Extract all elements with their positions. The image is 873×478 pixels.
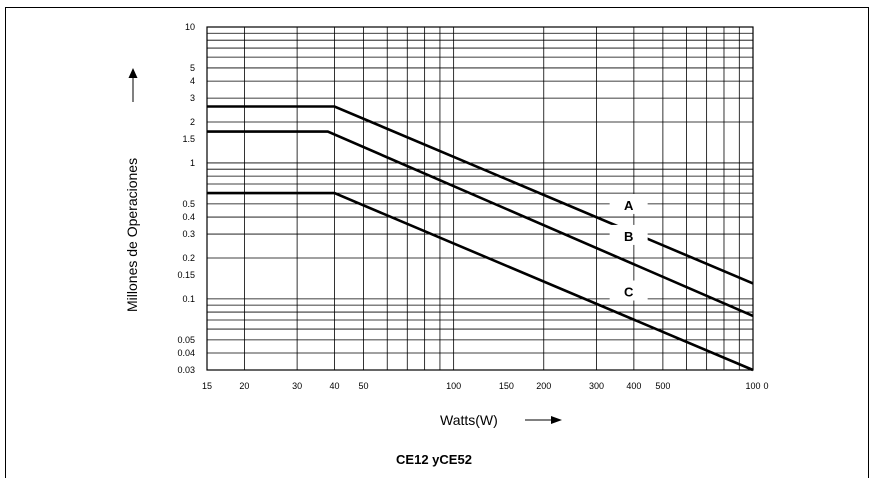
y-tick-label: 1	[190, 158, 195, 168]
x-tick-label: 20	[239, 381, 249, 391]
x-tick-label: 500	[655, 381, 670, 391]
x-tick-label: 200	[536, 381, 551, 391]
y-tick-label: 3	[190, 93, 195, 103]
y-tick-label: 4	[190, 76, 195, 86]
x-tick-label: 0	[763, 381, 768, 391]
y-tick-label: 0.2	[182, 253, 195, 263]
y-tick-label: 10	[185, 22, 195, 32]
series-layer	[207, 105, 754, 372]
y-tick-label: 5	[190, 63, 195, 73]
y-tick-label: 0.5	[182, 199, 195, 209]
grid	[207, 27, 753, 370]
x-axis-arrow	[525, 416, 562, 424]
x-tick-labels: 15 20 30 40 50 100 150 200 300 400 500 100 0	[202, 381, 769, 391]
plot-border	[206, 26, 754, 371]
series-label-a: A	[624, 198, 634, 213]
x-tick-label: 40	[330, 381, 340, 391]
x-tick-label: 15	[202, 381, 212, 391]
chart-frame	[5, 7, 869, 478]
y-tick-label: 1.5	[182, 134, 195, 144]
series-labels: A B C	[609, 193, 648, 301]
y-tick-label: 0.04	[177, 348, 195, 358]
series-line-c	[207, 191, 754, 372]
series-label-bg	[609, 280, 648, 301]
x-tick-label: 30	[292, 381, 302, 391]
y-axis-arrow	[128, 68, 138, 102]
y-tick-label: 0.4	[182, 212, 195, 222]
y-tick-label: 0.1	[182, 294, 195, 304]
y-tick-label: 0.3	[182, 229, 195, 239]
y-axis-label: Millones de Operaciones	[124, 158, 140, 312]
y-tick-label: 0.03	[177, 365, 195, 375]
x-tick-label: 100	[446, 381, 461, 391]
series-line-a	[207, 105, 754, 285]
y-tick-label: 0.05	[177, 335, 195, 345]
series-label-c: C	[624, 285, 634, 300]
x-tick-label: 100	[745, 381, 760, 391]
series-line-b	[207, 130, 754, 318]
x-tick-label: 300	[589, 381, 604, 391]
series-label-bg	[609, 193, 648, 214]
chart-title: CE12 yCE52	[396, 452, 472, 467]
x-tick-label: 150	[499, 381, 514, 391]
y-tick-label: 0.15	[177, 270, 195, 280]
series-label-bg	[609, 224, 648, 245]
series-label-b: B	[624, 229, 633, 244]
x-axis-label: Watts(W)	[440, 412, 498, 428]
y-tick-label: 2	[190, 117, 195, 127]
x-tick-label: 50	[359, 381, 369, 391]
y-tick-labels: 10 5 4 3 2 1.5 1 0.5 0.4 0.3 0.2 0.15 0.1 0.05 0.04 0.0…	[177, 22, 195, 375]
x-tick-label: 400	[626, 381, 641, 391]
